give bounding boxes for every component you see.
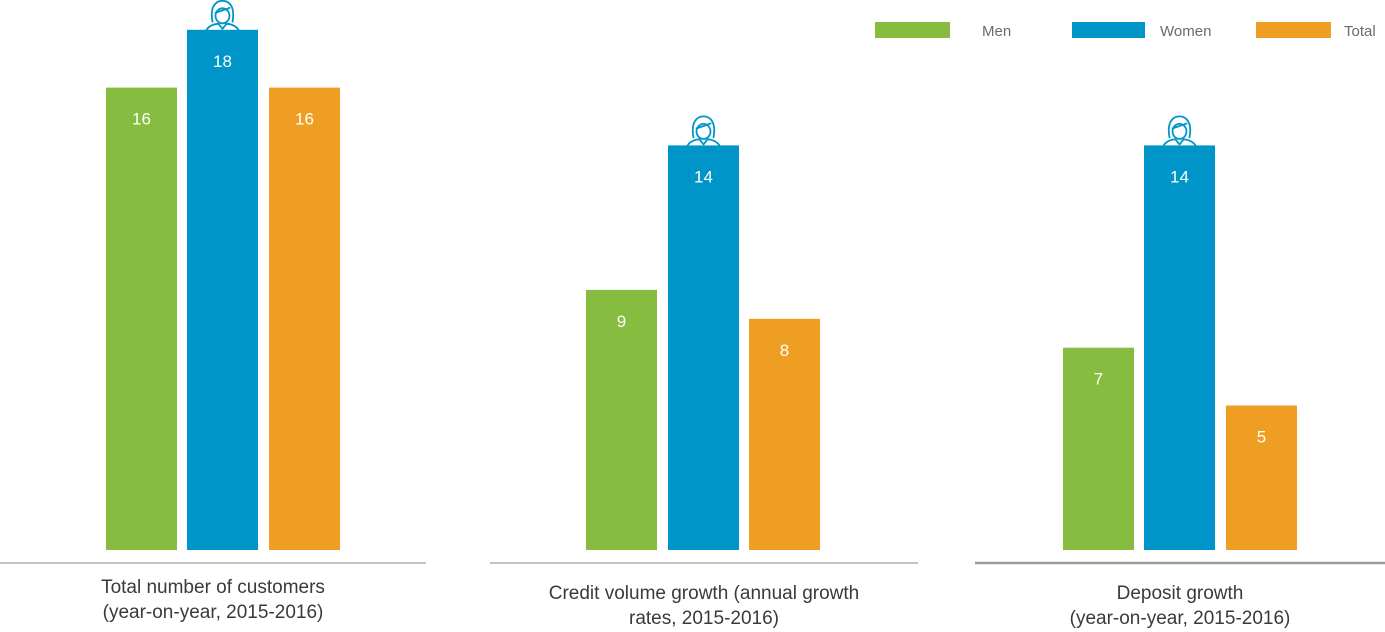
woman-icon-hair <box>691 115 716 139</box>
woman-icon-shoulders <box>204 22 241 34</box>
woman-icon-fringe <box>1171 122 1188 130</box>
woman-icon-hair <box>210 0 235 23</box>
bar-women <box>668 145 739 550</box>
legend-swatch-total <box>1256 22 1331 38</box>
legend-label-men: Men <box>982 23 1011 40</box>
bar-women <box>1144 145 1215 550</box>
bar-value-label-total: 16 <box>295 110 314 129</box>
bar-men <box>1063 347 1134 550</box>
bar-men <box>106 87 177 550</box>
chart-caption-line-2: (year-on-year, 2015-2016) <box>103 602 324 623</box>
bar-total <box>1226 405 1297 550</box>
chart-caption-line-2: rates, 2015-2016) <box>629 608 779 629</box>
bar-value-label-total: 8 <box>780 341 789 360</box>
chart-caption-line-2: (year-on-year, 2015-2016) <box>1070 608 1291 629</box>
bar-value-label-total: 5 <box>1257 428 1266 447</box>
bar-total <box>749 318 820 550</box>
woman-icon-face <box>695 122 712 140</box>
woman-icon-shoulders <box>1161 138 1198 150</box>
legend-label-total: Total <box>1344 23 1376 40</box>
woman-icon <box>1161 115 1198 150</box>
bar-value-label-men: 16 <box>132 110 151 129</box>
chart-caption-line-1: Total number of customers <box>101 577 325 598</box>
bar-value-label-men: 9 <box>617 312 626 331</box>
woman-icon-fringe <box>695 122 712 130</box>
woman-icon-face <box>1171 122 1188 140</box>
bar-value-label-women: 18 <box>213 52 232 71</box>
bar-men <box>586 289 657 550</box>
legend-label-women: Women <box>1160 23 1211 40</box>
chart-panel-1: 16 18 16 Total number of customers (year-on-… <box>0 29 426 623</box>
chart-caption-line-1: Deposit growth <box>1117 583 1244 604</box>
bar-total <box>269 87 340 550</box>
bar-value-label-men: 7 <box>1094 370 1103 389</box>
woman-icon <box>685 115 722 150</box>
chart-panel-2: 9 14 8 Credit volume growth (annual growth r… <box>490 145 918 629</box>
woman-icon-fringe <box>214 6 231 14</box>
legend-swatch-women <box>1072 22 1145 38</box>
woman-icon-face <box>214 7 231 25</box>
bar-value-label-women: 14 <box>1170 167 1189 186</box>
woman-icon-shoulders <box>685 138 722 150</box>
legend-swatch-men <box>875 22 950 38</box>
woman-icon <box>204 0 241 34</box>
bar-women <box>187 29 258 551</box>
woman-icon-hair <box>1167 115 1192 139</box>
chart-panel-3: 7 14 5 Deposit growth (year-on-year, 2015-20… <box>975 145 1385 629</box>
chart-caption-line-1: Credit volume growth (annual growth <box>549 583 860 604</box>
bar-value-label-women: 14 <box>694 167 713 186</box>
